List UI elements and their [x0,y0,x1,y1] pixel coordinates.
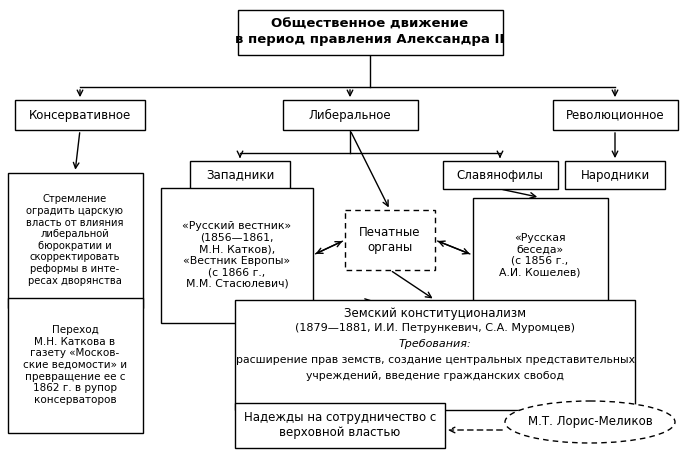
Text: Земский конституционализм: Земский конституционализм [344,307,526,321]
Text: Переход
М.Н. Каткова в
газету «Москов-
ские ведомости» и
превращение ее с
1862 г: Переход М.Н. Каткова в газету «Москов- с… [23,325,127,405]
Text: Надежды на сотрудничество с
верховной властью: Надежды на сотрудничество с верховной вл… [244,411,436,439]
Bar [8,173,143,307]
Text: Требования:: Требования: [398,339,471,349]
Bar [190,161,290,189]
Bar [8,297,143,433]
Text: Печатные
органы: Печатные органы [359,226,421,254]
Bar [15,100,145,130]
Text: Славянофилы: Славянофилы [456,168,543,182]
Text: Консервативное: Консервативное [29,109,131,122]
Bar [161,188,313,322]
Text: Революционное: Революционное [565,109,664,122]
Text: Стремление
оградить царскую
власть от влияния
либеральной
бюрократии и
скорректи: Стремление оградить царскую власть от вл… [27,194,124,286]
Text: «Русский вестник»
(1856—1861,
М.Н. Катков),
«Вестник Европы»
(с 1866 г.,
М.М. Ст: «Русский вестник» (1856—1861, М.Н. Катко… [182,221,291,289]
Text: Либеральное: Либеральное [309,109,391,122]
Text: «Русская
беседа»
(с 1856 г.,
А.И. Кошелев): «Русская беседа» (с 1856 г., А.И. Кошеле… [499,232,581,277]
Bar [473,197,607,312]
Bar [235,300,635,410]
Bar [565,161,665,189]
Text: Народники: Народники [580,168,649,182]
Text: Западники: Западники [206,168,274,182]
Text: расширение прав земств, создание центральных представительных: расширение прав земств, создание централ… [236,355,635,365]
Text: учреждений, введение гражданских свобод: учреждений, введение гражданских свобод [306,371,564,381]
Text: М.Т. Лорис-Меликов: М.Т. Лорис-Меликов [528,415,652,429]
Text: Общественное движение
в период правления Александра II: Общественное движение в период правления… [236,18,505,46]
Bar [238,10,503,54]
Ellipse shape [505,401,675,443]
Text: (1879—1881, И.И. Петрункевич, С.А. Муромцев): (1879—1881, И.И. Петрункевич, С.А. Муром… [295,323,575,333]
Bar [442,161,558,189]
Bar [552,100,677,130]
Bar [345,210,435,270]
Bar [235,403,445,448]
Bar [282,100,417,130]
